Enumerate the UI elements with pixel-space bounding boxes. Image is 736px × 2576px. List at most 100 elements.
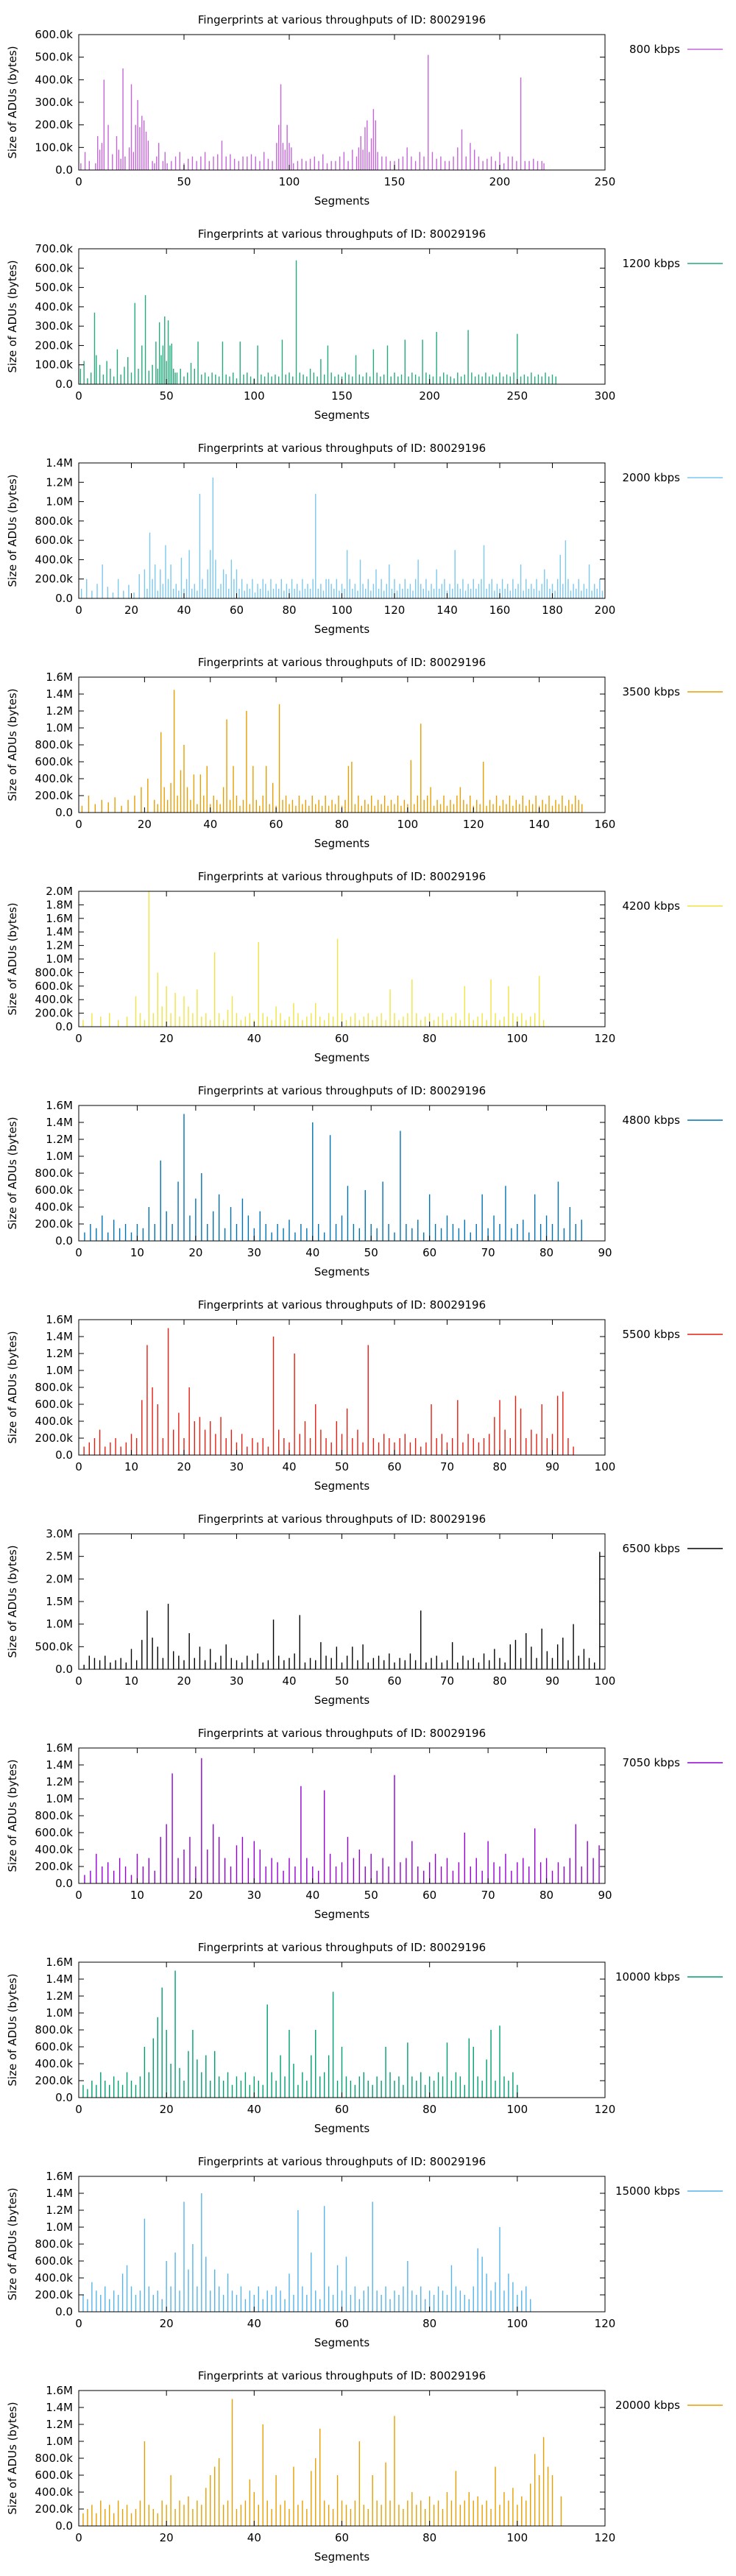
legend-label: 5500 kbps (623, 1328, 681, 1341)
y-tick-label: 400.0k (35, 1415, 73, 1428)
x-tick-label: 100 (507, 2317, 528, 2330)
y-tick-label: 0.0 (55, 1020, 73, 1033)
x-tick-label: 0 (75, 175, 82, 188)
y-tick-label: 2.0M (46, 885, 73, 898)
y-tick-label: 1.2M (46, 2418, 73, 2431)
y-tick-label: 600.0k (35, 28, 73, 41)
x-tick-label: 50 (364, 1246, 378, 1259)
y-tick-label: 1.4M (46, 1972, 73, 1986)
legend-label: 1200 kbps (623, 257, 681, 270)
x-tick-label: 0 (75, 2317, 82, 2330)
x-tick-label: 70 (440, 1460, 454, 1473)
x-tick-label: 150 (331, 389, 353, 403)
y-tick-label: 1.6M (46, 670, 73, 684)
y-tick-label: 1.0M (46, 1364, 73, 1377)
x-axis-label: Segments (314, 1051, 370, 1064)
y-tick-label: 600.0k (35, 1398, 73, 1411)
plot-frame (78, 34, 606, 171)
bar-group (79, 260, 556, 384)
chart-panel: Fingerprints at various throughputs of I… (6, 1941, 723, 2135)
chart-title: Fingerprints at various throughputs of I… (198, 870, 486, 883)
y-axis-label: Size of ADUs (bytes) (6, 1973, 19, 2086)
x-tick-label: 80 (492, 1460, 506, 1473)
x-tick-label: 40 (247, 1032, 261, 1045)
y-tick-label: 1.6M (46, 1741, 73, 1755)
y-tick-label: 700.0k (35, 242, 73, 255)
x-tick-label: 20 (177, 1674, 191, 1688)
y-axis-label: Size of ADUs (bytes) (6, 1331, 19, 1443)
x-tick-label: 0 (75, 389, 82, 403)
x-tick-label: 80 (335, 818, 349, 831)
x-tick-label: 60 (269, 818, 283, 831)
chart-panel: Fingerprints at various throughputs of I… (6, 1298, 723, 1493)
x-tick-label: 60 (387, 1460, 401, 1473)
y-tick-label: 500.0k (35, 281, 73, 294)
y-tick-label: 3.0M (46, 1527, 73, 1540)
y-tick-label: 200.0k (35, 1217, 73, 1231)
legend-label: 6500 kbps (623, 1542, 681, 1555)
x-tick-label: 80 (492, 1674, 506, 1688)
x-tick-label: 0 (75, 2103, 82, 2116)
x-axis-label: Segments (314, 194, 370, 208)
x-tick-label: 60 (335, 2531, 349, 2544)
y-tick-label: 1.4M (46, 2187, 73, 2200)
x-tick-label: 20 (124, 604, 138, 617)
plot-frame (78, 676, 606, 813)
y-tick-label: 400.0k (35, 2057, 73, 2070)
y-tick-label: 100.0k (35, 358, 73, 372)
y-tick-label: 800.0k (35, 1381, 73, 1394)
y-tick-label: 600.0k (35, 1826, 73, 1839)
x-tick-label: 200 (595, 604, 616, 617)
x-tick-label: 30 (247, 1889, 261, 1902)
x-tick-label: 20 (188, 1246, 202, 1259)
chart-panel: Fingerprints at various throughputs of I… (6, 2155, 723, 2349)
y-tick-label: 400.0k (35, 1843, 73, 1856)
x-tick-label: 20 (160, 2103, 174, 2116)
x-tick-label: 250 (507, 389, 528, 403)
chart-title: Fingerprints at various throughputs of I… (198, 2155, 486, 2168)
y-tick-label: 400.0k (35, 73, 73, 86)
chart-title: Fingerprints at various throughputs of I… (198, 1727, 486, 1740)
x-tick-label: 100 (595, 1674, 616, 1688)
legend-label: 20000 kbps (615, 2399, 680, 2412)
x-tick-label: 50 (160, 389, 174, 403)
y-tick-label: 1.8M (46, 898, 73, 911)
x-tick-label: 60 (422, 1246, 436, 1259)
y-tick-label: 200.0k (35, 2502, 73, 2516)
y-tick-label: 1.0M (46, 2221, 73, 2234)
x-tick-label: 100 (595, 1460, 616, 1473)
y-tick-label: 1.6M (46, 2384, 73, 2397)
y-tick-label: 600.0k (35, 980, 73, 993)
chart-title: Fingerprints at various throughputs of I… (198, 656, 486, 669)
y-tick-label: 1.2M (46, 1347, 73, 1360)
y-tick-label: 1.0M (46, 2435, 73, 2448)
y-tick-label: 400.0k (35, 300, 73, 314)
y-tick-label: 500.0k (35, 51, 73, 64)
chart-panel: Fingerprints at various throughputs of I… (6, 870, 723, 1064)
x-tick-label: 60 (335, 2103, 349, 2116)
y-tick-label: 0.0 (55, 378, 73, 391)
legend-label: 3500 kbps (623, 685, 681, 698)
legend-label: 4800 kbps (623, 1114, 681, 1127)
chart-title: Fingerprints at various throughputs of I… (198, 2369, 486, 2382)
x-tick-label: 200 (419, 389, 440, 403)
y-tick-label: 800.0k (35, 2237, 73, 2251)
chart-title: Fingerprints at various throughputs of I… (198, 442, 486, 455)
x-tick-label: 90 (545, 1674, 559, 1688)
y-tick-label: 1.0M (46, 2006, 73, 2020)
bar-group (81, 690, 583, 813)
bar-group (82, 2399, 562, 2526)
x-tick-label: 80 (539, 1246, 553, 1259)
y-tick-label: 1.4M (46, 2401, 73, 2414)
y-tick-label: 0.0 (55, 2519, 73, 2533)
x-tick-label: 30 (230, 1460, 244, 1473)
x-tick-label: 0 (75, 1246, 82, 1259)
x-tick-label: 90 (598, 1246, 612, 1259)
y-tick-label: 100.0k (35, 141, 73, 154)
y-tick-label: 800.0k (35, 2452, 73, 2465)
y-tick-label: 1.0M (46, 1618, 73, 1631)
chart-panel: Fingerprints at various throughputs of I… (6, 1512, 723, 1707)
x-tick-label: 160 (489, 604, 511, 617)
x-tick-label: 80 (422, 2103, 436, 2116)
